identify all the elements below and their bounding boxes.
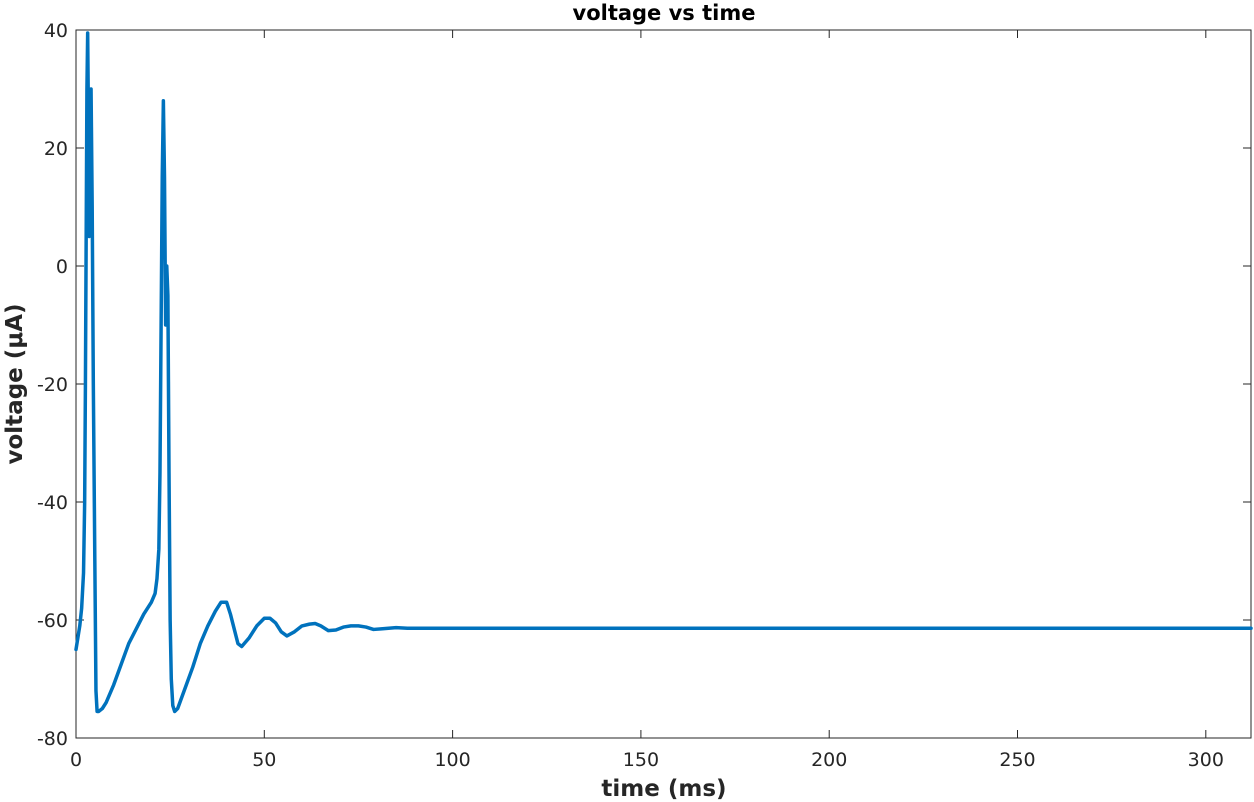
chart-title: voltage vs time — [573, 1, 756, 25]
y-tick-label: 0 — [56, 256, 68, 278]
series-line — [74, 31, 1253, 714]
y-axis-label: voltage (μA) — [2, 303, 28, 464]
x-axis-label: time (ms) — [601, 776, 726, 802]
x-tick-label: 250 — [999, 749, 1035, 771]
x-tick-label: 150 — [623, 749, 659, 771]
y-tick-label: -80 — [37, 728, 68, 750]
y-tick-label: -60 — [37, 610, 68, 632]
y-tick-label: 20 — [44, 138, 68, 160]
x-tick-label: 300 — [1188, 749, 1224, 771]
x-tick-label: 50 — [252, 749, 276, 771]
y-tick-label: -20 — [37, 374, 68, 396]
x-tick-label: 200 — [811, 749, 847, 771]
y-tick-label: 40 — [44, 20, 68, 42]
x-tick-label: 0 — [70, 749, 82, 771]
x-tick-label: 100 — [434, 749, 470, 771]
series-layer — [74, 31, 1253, 714]
ticks-layer: 0 50 100 150 200 250 300 -80 -60 -40 -20 0 20 40 — [37, 20, 1251, 771]
y-tick-label: -40 — [37, 492, 68, 514]
